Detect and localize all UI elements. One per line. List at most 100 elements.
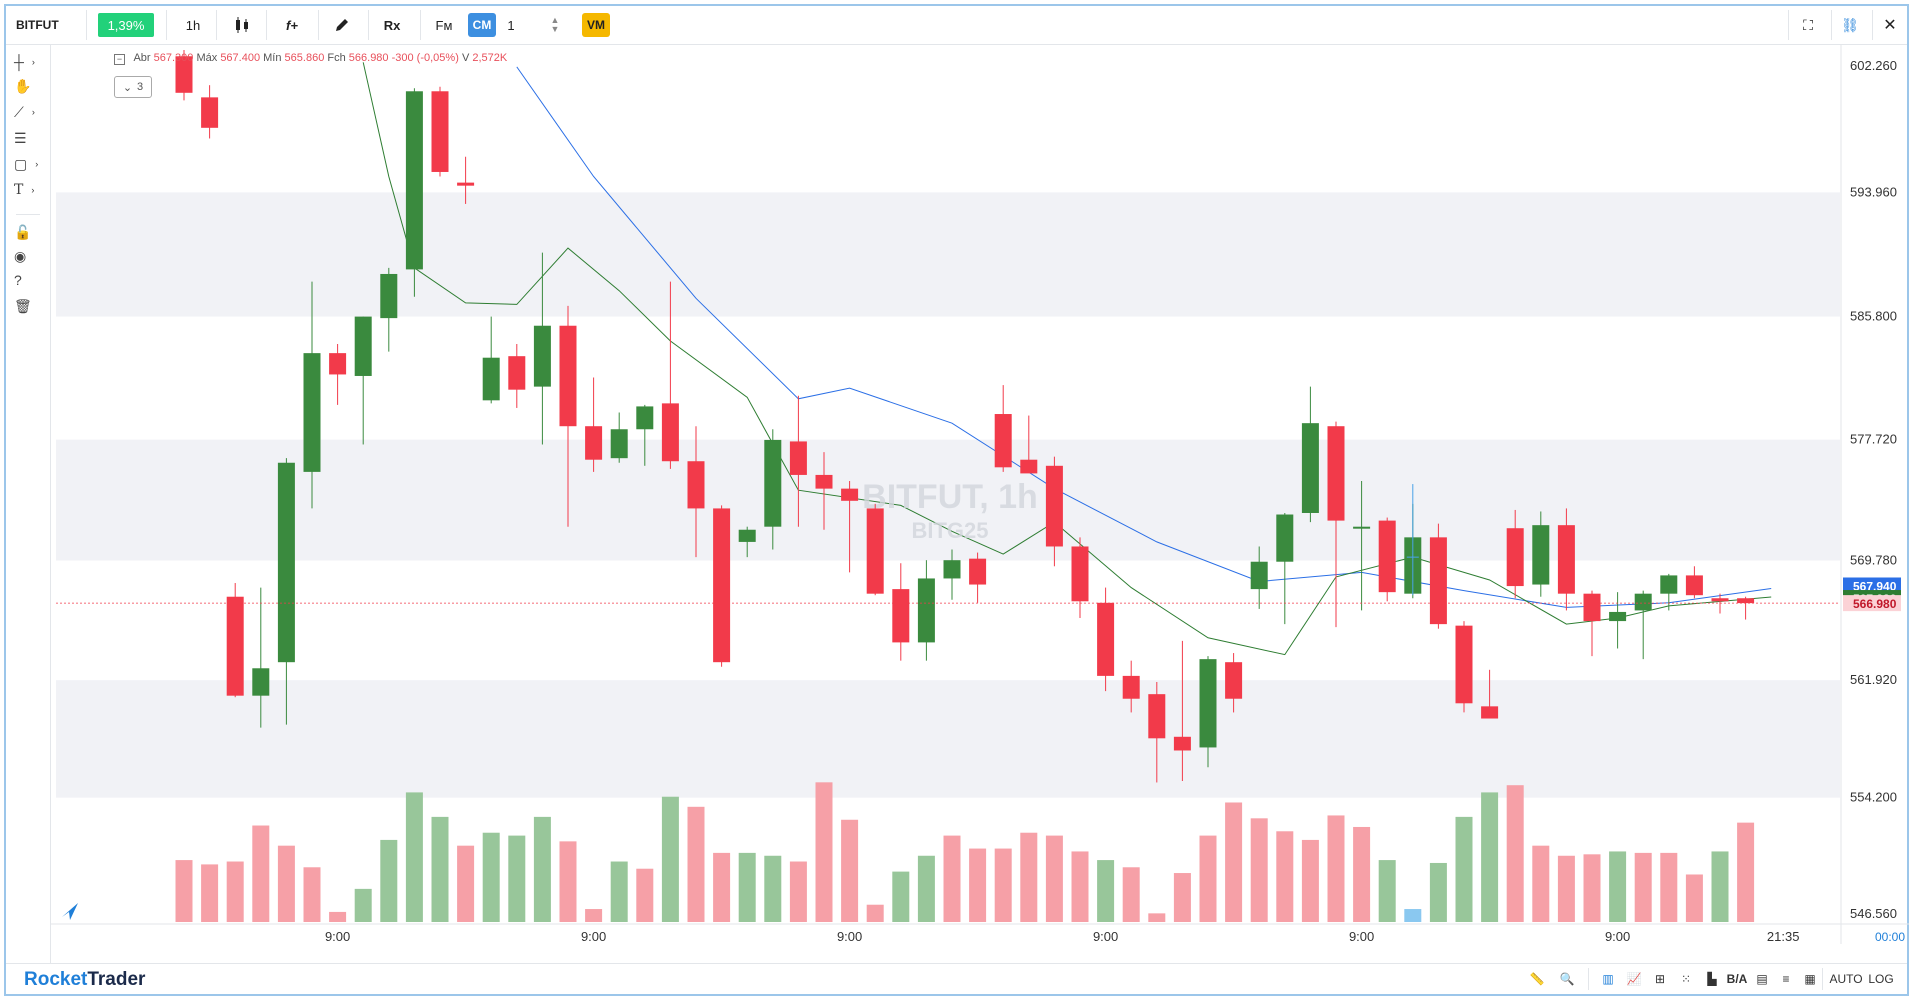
time-tick-label: 9:00	[837, 929, 862, 944]
lock-tool[interactable]: 🔓	[14, 220, 44, 244]
symbol-label[interactable]: BITFUT	[16, 18, 59, 32]
bid-ask-button[interactable]: B/A	[1726, 972, 1748, 986]
volume-bar	[380, 839, 398, 922]
volume-bar	[508, 835, 526, 922]
time-tick-label: 9:00	[1093, 929, 1118, 944]
volume-value: 2,572K	[472, 52, 508, 64]
volume-bar	[482, 832, 500, 922]
candle-body	[610, 429, 628, 459]
candle-body	[354, 316, 372, 376]
chevron-right-icon: ›	[31, 107, 35, 117]
stepper-icon[interactable]: ▲ ▼	[550, 15, 560, 34]
chart-area[interactable]: BITFUT, 1h BITG25 602.260 593.960 585.800 577…	[50, 44, 1909, 964]
candle-body	[405, 91, 423, 270]
hand-icon: ✋	[14, 77, 32, 94]
pencil-icon[interactable]	[324, 13, 360, 37]
candle-body	[1327, 426, 1345, 521]
indicators-button[interactable]: f+	[286, 17, 298, 33]
candlestick-icon[interactable]	[224, 13, 260, 37]
chart-type-icon[interactable]: ⊞	[1654, 972, 1666, 986]
candle-body	[1583, 593, 1601, 622]
volume-bar	[892, 871, 910, 922]
text-tool[interactable]: T ›	[14, 178, 44, 202]
grid-icon[interactable]: ⁙	[1680, 972, 1692, 986]
candle-body	[713, 508, 731, 663]
close-icon[interactable]: ✕	[1883, 17, 1897, 34]
help-tool[interactable]: ?	[14, 268, 44, 292]
shape-tool[interactable]: ▢ ›	[14, 152, 44, 176]
volume-bar	[1557, 855, 1575, 922]
current-price-tag-bg	[1843, 595, 1901, 612]
close-value: 566.980	[348, 52, 389, 64]
fullscreen-icon[interactable]: ⛶	[1803, 16, 1813, 33]
indicator-collapse-button[interactable]: ⌄ 3	[114, 76, 152, 98]
ruler-icon[interactable]: 📏	[1529, 972, 1545, 986]
volume-bar	[1250, 818, 1268, 922]
timeframe-button[interactable]: 1h	[185, 17, 201, 33]
drawing-toolbar: ┼ › ✋ ⟋ › ☰ ▢ › T › 🔓 ◉ ? 🗑	[6, 44, 51, 964]
log-scale-button[interactable]: LOG	[1868, 972, 1894, 986]
volume-bar	[431, 816, 449, 922]
time-tick-label: 9:00	[581, 929, 606, 944]
candle-body	[1276, 514, 1294, 562]
auto-scale-button[interactable]: AUTO	[1829, 972, 1863, 986]
volume-bar	[1404, 909, 1422, 922]
fibonacci-tool[interactable]: ☰	[14, 126, 44, 150]
navigation-icon[interactable]	[62, 903, 78, 920]
rx-button[interactable]: Rx	[383, 17, 401, 33]
histogram-icon[interactable]: ▙	[1707, 972, 1717, 986]
price-tick-label: 593.960	[1850, 184, 1897, 199]
vm-button[interactable]: VM	[582, 13, 610, 37]
price-tick-label: 554.200	[1850, 790, 1897, 805]
change-value: -300 (-0,05%)	[391, 52, 459, 64]
current-price-tag: 566.980	[1853, 597, 1897, 611]
candle-body	[457, 182, 475, 186]
candle-body	[738, 529, 756, 542]
candle-body	[508, 356, 526, 390]
cm-value-input[interactable]: 1	[507, 17, 515, 33]
divider	[1588, 968, 1589, 990]
trendline-tool[interactable]: ⟋ ›	[14, 100, 44, 124]
visibility-tool[interactable]: ◉	[14, 244, 44, 268]
brand-part-1: Rocket	[24, 969, 88, 990]
indicator-count: 3	[137, 81, 144, 93]
volume-bar	[1173, 873, 1191, 922]
low-value: 565.860	[284, 52, 325, 64]
volume-bar	[1276, 831, 1294, 922]
ma-blue-price-tag-bg	[1843, 577, 1901, 594]
list-icon[interactable]: ≡	[1782, 972, 1790, 986]
candle-body	[943, 560, 961, 579]
delete-tool[interactable]: 🗑	[14, 294, 44, 318]
time-tick-label: 9:00	[1605, 929, 1630, 944]
text-icon: T	[14, 182, 24, 198]
collapse-legend-icon[interactable]: −	[114, 54, 125, 65]
chevron-right-icon: ›	[35, 159, 39, 169]
volume-bar	[1301, 839, 1319, 922]
candle-body	[1301, 423, 1319, 513]
candle-body	[303, 353, 321, 472]
volume-bar	[1609, 851, 1627, 922]
cm-button[interactable]: CM	[468, 13, 496, 37]
order-book-icon[interactable]: ▤	[1756, 972, 1768, 986]
volume-bar	[533, 816, 551, 922]
fm-button[interactable]: Fм	[435, 17, 453, 33]
volume-bar	[252, 825, 270, 922]
divider	[420, 10, 421, 40]
crosshair-tool[interactable]: ┼ ›	[14, 50, 44, 74]
volume-bar	[1225, 802, 1243, 922]
candle-body	[201, 97, 219, 128]
panel-icon[interactable]: ▦	[1804, 972, 1816, 986]
link-icon[interactable]: ⛓	[1841, 16, 1859, 33]
bar-chart-icon[interactable]: ▥	[1602, 972, 1614, 986]
zoom-icon[interactable]: 🔍	[1559, 972, 1575, 986]
line-chart-icon[interactable]: 📈	[1626, 972, 1642, 986]
volume-bar	[1506, 785, 1524, 922]
candle-body	[533, 325, 551, 387]
candle-body	[559, 325, 577, 427]
hand-tool[interactable]: ✋	[14, 74, 44, 98]
crosshair-icon: ┼	[14, 54, 24, 70]
candle-body	[917, 578, 935, 643]
volume-bar	[994, 848, 1012, 922]
lock-icon: 🔓	[14, 223, 32, 240]
